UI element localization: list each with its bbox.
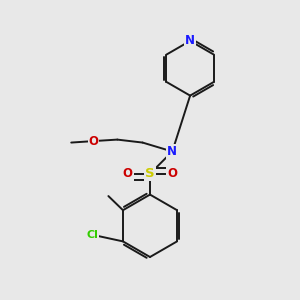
- Text: N: N: [185, 34, 195, 47]
- Text: O: O: [167, 167, 177, 180]
- Text: S: S: [145, 167, 155, 180]
- Text: N: N: [167, 145, 177, 158]
- Text: Cl: Cl: [86, 230, 98, 240]
- Text: O: O: [88, 135, 98, 148]
- Text: O: O: [123, 167, 133, 180]
